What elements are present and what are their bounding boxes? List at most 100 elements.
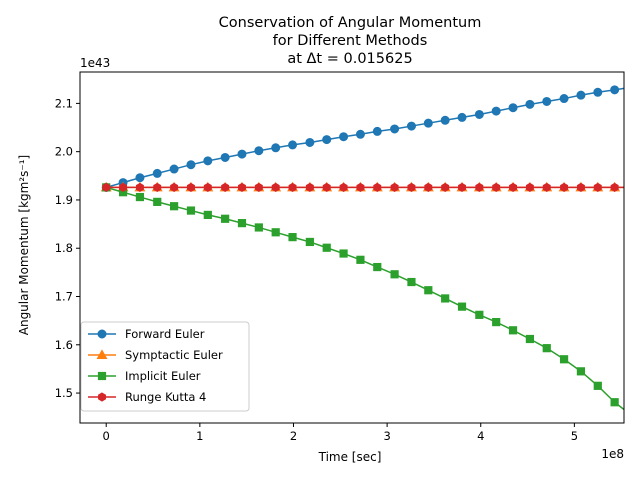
legend-marker [96,349,108,359]
data-point [153,182,162,192]
data-point [390,124,400,134]
data-point [135,173,145,183]
legend: Forward Euler Symptactic Euler Implicit Eu… [80,321,250,412]
legend-label: Implicit Euler [125,369,201,383]
legend-entry: Implicit Euler [88,369,201,383]
data-point [542,344,551,353]
data-point [288,182,297,192]
data-point [203,156,213,166]
data-point [593,182,602,192]
y-tick-label: 1.5 [55,386,73,400]
data-point [153,197,162,206]
legend-entry: Runge Kutta 4 [88,390,206,404]
x-tick-label: 3 [383,429,390,443]
data-point [390,270,399,279]
data-point [254,223,263,232]
data-point [372,126,382,136]
data-point [339,249,348,258]
legend-marker [98,392,106,402]
y-axis-scale-label: 1e43 [80,56,110,70]
x-axis-ticks: 0 1 2 3 4 5 [103,423,578,443]
y-tick-label: 1.7 [55,290,73,304]
data-point [508,103,518,113]
data-point [610,398,619,407]
data-point [474,109,484,119]
data-point [254,182,263,192]
legend-box [80,321,250,412]
data-point [576,90,586,100]
x-axis-scale-label: 1e8 [601,447,624,461]
data-point [373,262,382,272]
data-point [508,326,518,335]
data-point [152,168,162,178]
legend-label: Forward Euler [125,327,205,341]
y-tick-label: 1.8 [55,241,73,255]
data-point [102,182,111,192]
data-point [491,106,501,116]
data-point [221,182,230,192]
series-layer [100,85,625,411]
data-point [441,294,450,303]
data-point [322,243,331,252]
data-point [559,94,569,104]
data-point [220,152,230,162]
data-point [373,182,382,192]
data-point [458,182,466,192]
data-point [407,182,416,192]
data-point [221,214,230,223]
data-point [525,99,535,109]
y-tick-label: 1.6 [55,338,73,352]
data-point [525,334,535,344]
data-point [288,140,298,150]
data-point [271,228,280,237]
data-point [610,85,620,95]
data-point [271,143,281,153]
data-point [610,182,619,192]
x-axis-label: Time [sec] [318,450,382,464]
data-point [424,182,433,192]
legend-label: Runge Kutta 4 [125,390,206,404]
series-2 [102,183,625,411]
data-point [492,317,501,327]
data-point [542,182,551,192]
data-point [169,202,179,211]
data-point [237,149,247,159]
legend-entry: Symptactic Euler [88,348,223,362]
data-point [593,381,602,390]
x-tick-label: 1 [196,429,203,443]
data-point [339,182,348,192]
data-point [525,182,534,192]
data-point [186,182,195,192]
data-point [593,87,603,97]
data-point [135,192,145,202]
chart-title-line-3: at Δt = 0.015625 [287,51,412,67]
data-point [237,219,247,228]
legend-entry: Forward Euler [88,327,205,341]
data-point [305,137,315,147]
data-point [203,210,212,220]
data-point [407,277,416,287]
data-point [169,164,179,174]
data-point [542,96,552,106]
legend-label: Symptactic Euler [125,348,223,362]
y-tick-label: 2.0 [55,145,73,159]
x-tick-label: 0 [103,429,110,443]
data-point [457,112,467,122]
data-point [424,286,433,295]
data-point [576,182,585,192]
y-axis-ticks: 1.5 1.6 1.7 1.8 1.9 2.0 2.1 [55,96,80,400]
data-point [457,302,467,311]
data-point [339,132,349,142]
data-point [203,182,212,192]
data-point [475,310,484,319]
data-point [288,233,297,242]
data-point [355,129,365,139]
data-point [440,115,450,125]
data-point [322,182,331,192]
data-point [406,121,416,131]
data-point [305,182,314,192]
x-tick-label: 5 [571,429,578,443]
data-point [271,182,280,192]
data-point [119,182,128,192]
